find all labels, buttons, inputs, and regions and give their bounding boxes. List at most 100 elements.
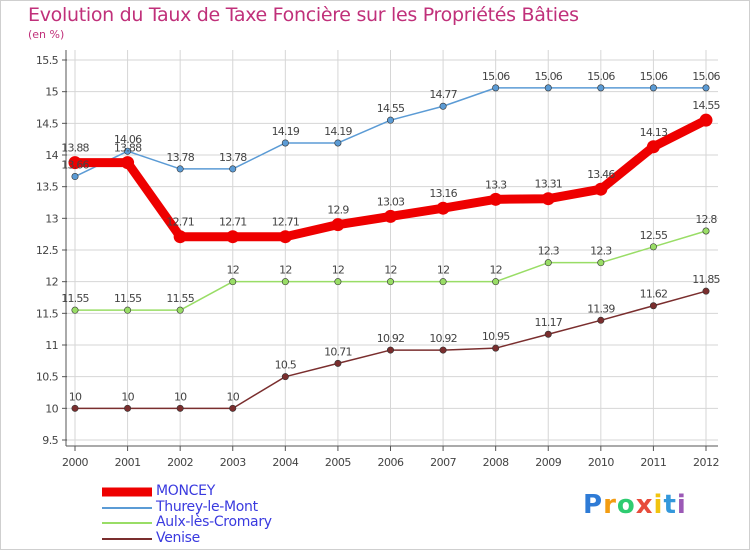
grid — [66, 50, 718, 446]
x-tick-label: 2012 — [693, 456, 719, 469]
data-point — [699, 113, 713, 127]
data-label: 12.3 — [590, 245, 612, 258]
data-label: 13.46 — [587, 168, 615, 181]
x-tick-label: 2001 — [115, 456, 141, 469]
unit-label: (en %) — [28, 28, 65, 41]
data-point — [489, 192, 503, 206]
data-label: 10.92 — [429, 332, 457, 345]
data-point — [281, 373, 289, 381]
data-point — [331, 218, 345, 232]
legend-swatch-moncey — [102, 487, 152, 497]
data-label: 11.55 — [166, 292, 194, 305]
data-label: 10.95 — [482, 330, 510, 343]
logo-letter: P — [583, 490, 604, 520]
x-tick-label: 2000 — [62, 456, 88, 469]
legend-label-venise: Venise — [156, 530, 200, 546]
logo-letter: r — [603, 490, 617, 520]
data-point — [124, 306, 132, 314]
data-label: 13.78 — [166, 151, 194, 164]
data-point — [229, 278, 237, 286]
data-point — [71, 173, 79, 181]
legend-swatch-aulx — [102, 522, 152, 524]
logo-letter: i — [676, 490, 687, 520]
data-point — [176, 165, 184, 173]
data-point — [281, 139, 289, 147]
data-point — [71, 306, 79, 314]
data-point — [334, 359, 342, 367]
data-point — [492, 278, 500, 286]
data-label: 12 — [384, 264, 396, 277]
data-labels: 10 10 10 10 10.5 10.71 10.92 10.92 10.95 11.17 11.… — [61, 70, 721, 403]
x-tick-label: 2003 — [220, 456, 246, 469]
data-label: 12.8 — [695, 213, 717, 226]
data-point — [597, 84, 605, 92]
y-tick-label: 13 — [45, 212, 58, 225]
data-label: 11.62 — [640, 288, 668, 301]
x-tick-label: 2008 — [483, 456, 509, 469]
y-tick-label: 14.5 — [36, 117, 59, 130]
data-point — [436, 201, 450, 215]
data-point — [544, 84, 552, 92]
data-point — [384, 209, 397, 223]
proxiti-logo: Proxiti — [583, 490, 687, 520]
axes: 9.5 10 10.5 11 11.5 12 12.5 13 13.5 14 14.5 15 15.5 2… — [36, 50, 720, 469]
data-label: 13.31 — [535, 178, 563, 191]
data-point — [702, 84, 710, 92]
data-label: 13.66 — [61, 159, 89, 172]
data-point — [176, 404, 184, 412]
data-point — [173, 230, 187, 244]
data-label: 15.06 — [482, 70, 510, 83]
data-point — [541, 192, 555, 206]
y-tick-label: 10.5 — [36, 371, 59, 384]
data-label: 11.85 — [692, 273, 720, 286]
data-label: 13.88 — [61, 142, 89, 155]
x-tick-label: 2004 — [272, 456, 298, 469]
y-tick-label: 11 — [45, 339, 58, 352]
x-tick-label: 2006 — [378, 456, 404, 469]
legend-swatch-venise — [102, 538, 152, 540]
data-point — [71, 404, 79, 412]
legend-label-moncey: MONCEY — [156, 483, 215, 499]
data-label: 12.71 — [219, 216, 247, 229]
x-tick-label: 2007 — [430, 456, 456, 469]
data-point — [68, 156, 82, 170]
data-label: 12 — [489, 264, 501, 277]
data-point — [226, 230, 240, 244]
y-tick-label: 12 — [45, 276, 58, 289]
data-label: 14.55 — [692, 99, 720, 112]
data-point — [386, 116, 394, 124]
data-point — [334, 278, 342, 286]
data-label: 13.88 — [114, 142, 142, 155]
data-label: 12 — [227, 264, 239, 277]
data-label: 11.39 — [587, 302, 615, 315]
data-point — [492, 344, 500, 352]
data-label: 11.55 — [61, 292, 89, 305]
data-point — [597, 316, 605, 324]
data-label: 12 — [437, 264, 449, 277]
data-label: 11.55 — [114, 292, 142, 305]
data-label: 15.06 — [587, 70, 615, 83]
y-tick-label: 15.5 — [36, 54, 59, 67]
data-point — [649, 84, 657, 92]
data-label: 13.3 — [485, 178, 507, 191]
x-tick-label: 2002 — [167, 456, 193, 469]
logo-letter: t — [663, 490, 677, 520]
data-label: 11.17 — [535, 316, 563, 329]
data-label: 12 — [279, 264, 291, 277]
data-label: 10.5 — [275, 359, 297, 372]
data-point — [124, 404, 132, 412]
legend-label-thurey: Thurey-le-Mont — [156, 499, 258, 515]
data-point — [439, 278, 447, 286]
data-point — [386, 278, 394, 286]
x-tick-label: 2011 — [640, 456, 666, 469]
data-point — [439, 346, 447, 354]
logo-letter: x — [635, 490, 654, 520]
data-label: 14.19 — [272, 125, 300, 138]
data-label: 13.03 — [377, 195, 405, 208]
data-point — [176, 306, 184, 314]
data-label: 14.13 — [640, 126, 668, 139]
data-point — [702, 227, 710, 235]
data-label: 10.92 — [377, 332, 405, 345]
data-point — [124, 147, 132, 155]
data-label: 12.9 — [327, 204, 349, 217]
